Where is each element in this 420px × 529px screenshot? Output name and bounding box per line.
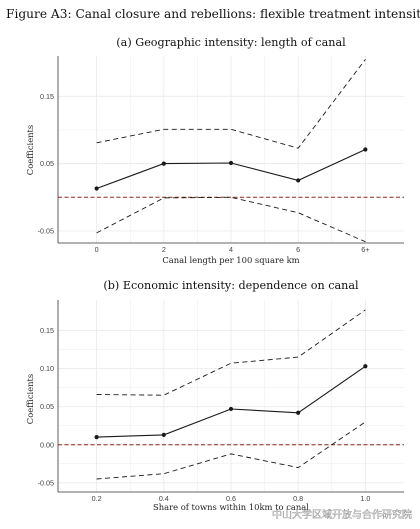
panel-b-x-tick-label: 1.0 — [360, 494, 370, 503]
panel-b-x-tick-label: 0.4 — [159, 494, 169, 503]
panel-a-y-tick-label: 0.15 — [40, 92, 54, 101]
panel-a-x-tick-label: 6+ — [361, 245, 369, 254]
panel-a-y-tick-label: 0.05 — [40, 159, 54, 168]
panel-b-estimate-point — [296, 410, 301, 415]
panel-a-estimate-point — [296, 178, 301, 183]
panel-a-x-tick-label: 2 — [162, 245, 166, 254]
panel-a-title: (a) Geographic intensity: length of cana… — [116, 36, 346, 49]
panel-b-y-tick-label: 0.05 — [40, 402, 54, 411]
panel-a-estimate-point — [228, 160, 234, 166]
panel-b-estimate-point — [228, 406, 234, 412]
panel-b-y-axis-label: Coefficients — [25, 374, 35, 424]
panel-b-ci-lower-line — [96, 421, 366, 480]
panel-b-x-axis-label: Share of towns within 10km to canal — [153, 502, 309, 512]
panel-b-x-tick-label: 0.2 — [92, 494, 102, 503]
panel-a-y-tick-label: -0.05 — [38, 226, 54, 235]
panel-a-x-tick-label: 0 — [95, 245, 99, 254]
panel-a-estimate-point — [161, 161, 166, 166]
figure-title: Figure A3: Canal closure and rebellions:… — [6, 7, 420, 21]
watermark: 中山大学区域开放与合作研究院 — [272, 508, 412, 521]
panel-b-estimate-point — [161, 432, 166, 437]
panel-b-plot-area: 0.2 0.4 0.6 0.8 1.0 -0.05 0.00 0.05 0.10 0.15 — [38, 300, 404, 503]
panel-a: (a) Geographic intensity: length of cana… — [25, 36, 404, 265]
panel-a-x-tick-label: 6 — [296, 245, 300, 254]
panel-b-y-tick-label: 0.00 — [40, 440, 54, 449]
panel-a-x-tick-label: 4 — [229, 245, 233, 254]
panel-a-y-axis-label: Coefficients — [25, 125, 35, 175]
panel-b-estimate-point — [363, 364, 368, 369]
panel-b-y-tick-label: -0.05 — [38, 478, 54, 487]
panel-b-x-tick-label: 0.8 — [293, 494, 303, 503]
panel-b: (b) Economic intensity: dependence on ca… — [25, 279, 404, 512]
panel-b-estimate-point — [94, 435, 99, 440]
panel-b-y-tick-label: 0.10 — [40, 364, 54, 373]
panel-b-ci-upper-line — [96, 309, 366, 396]
panel-a-x-axis-label: Canal length per 100 square km — [162, 255, 299, 265]
panel-a-ci-upper-line — [96, 59, 366, 149]
panel-b-y-tick-label: 0.15 — [40, 326, 54, 335]
panel-a-plot-area: 0 2 4 6 6+ -0.05 0.05 0.15 — [38, 56, 404, 254]
panel-a-estimate-point — [363, 147, 368, 152]
panel-a-estimate-point — [94, 186, 99, 191]
panel-b-x-tick-label: 0.6 — [226, 494, 236, 503]
panel-b-title: (b) Economic intensity: dependence on ca… — [103, 279, 359, 292]
